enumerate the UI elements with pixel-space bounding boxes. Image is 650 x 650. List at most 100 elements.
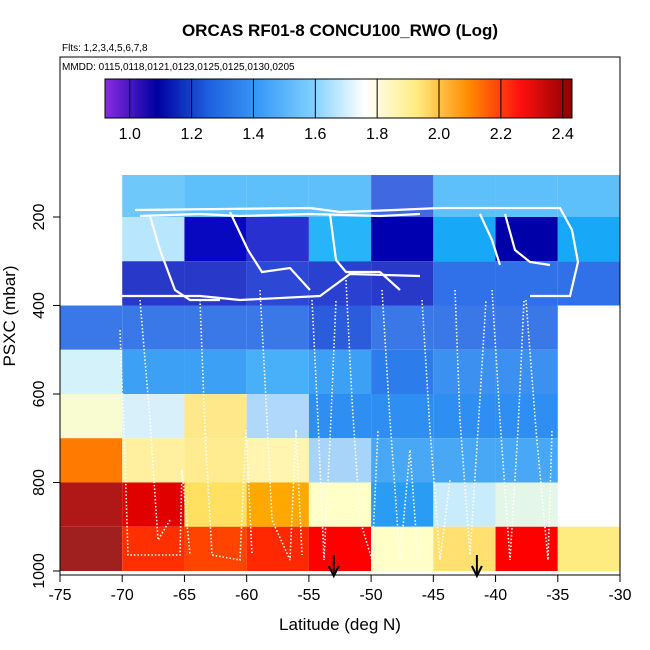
heatmap-cell	[495, 217, 558, 262]
heatmap-cell	[371, 305, 434, 350]
heatmap-cell	[433, 482, 496, 527]
heatmap-cell	[433, 526, 496, 571]
flight-track-dotted	[259, 289, 303, 561]
heatmap-cell	[433, 438, 496, 483]
heatmap-cell	[557, 172, 620, 217]
heatmap-cells	[60, 172, 620, 571]
heatmap-cell	[60, 349, 123, 394]
flight-track-line	[134, 206, 580, 298]
heatmap-cell	[433, 261, 496, 306]
plot-frame	[59, 56, 621, 576]
flight-track-dotted	[345, 279, 379, 561]
heatmap-cell	[184, 482, 247, 527]
heatmap-cell	[495, 482, 558, 527]
colorbar-tick-label: 2.4	[552, 126, 574, 143]
x-tick-label: -70	[111, 587, 134, 604]
y-tick-label: 200	[31, 204, 48, 231]
heatmap-cell	[122, 261, 185, 306]
heatmap-cell	[371, 526, 434, 571]
heatmap-cell	[246, 172, 309, 217]
heatmap-cell	[371, 217, 434, 262]
heatmap-cell	[184, 438, 247, 483]
y-tick-label: 800	[31, 469, 48, 496]
heatmap-cell	[495, 172, 558, 217]
colorbar-tick-label: 1.0	[119, 126, 141, 143]
flights-label: Flts: 1,2,3,4,5,6,7,8	[62, 43, 148, 54]
heatmap-cell	[122, 482, 185, 527]
heatmap-cell	[308, 305, 372, 350]
flight-track-line	[503, 213, 551, 267]
colorbar: 1.0 1.2 1.4 1.6 1.8 2.0 2.2 2.4	[104, 78, 574, 143]
heatmap-cell	[557, 261, 620, 306]
flight-track-dotted	[525, 299, 553, 561]
heatmap-cell	[60, 482, 123, 527]
flight-track-dotted	[491, 289, 525, 561]
flight-track-line	[229, 211, 311, 291]
heatmap-cell	[557, 526, 620, 571]
heatmap-cell	[308, 438, 372, 483]
heatmap-cell	[371, 349, 434, 394]
heatmap-cell	[60, 305, 123, 350]
heatmap-cell	[246, 438, 309, 483]
y-tick-label: 1000	[31, 553, 48, 589]
colorbar-tick-label: 2.2	[490, 126, 512, 143]
x-axis: -75 -70 -65 -60 -55 -50 -45 -40 -35 -30	[48, 575, 632, 604]
heatmap-cell	[495, 261, 558, 306]
heatmap-cell	[122, 305, 185, 350]
heatmap-cell	[246, 349, 309, 394]
x-tick-label: -55	[297, 587, 320, 604]
x-tick-label: -60	[235, 587, 258, 604]
heatmap-cell	[308, 261, 372, 306]
heatmap-cell	[184, 394, 247, 439]
flight-track-line	[479, 213, 502, 266]
heatmap-cell	[495, 438, 558, 483]
flight-tracks	[119, 206, 580, 561]
x-tick-label: -50	[360, 587, 383, 604]
flight-track-line	[139, 212, 421, 218]
flight-track-dotted	[381, 289, 419, 561]
x-tick-label: -30	[608, 587, 631, 604]
colorbar-tick-label: 1.2	[180, 126, 202, 143]
heatmap-cell	[433, 305, 496, 350]
heatmap-cell	[308, 217, 372, 262]
y-axis: 200 400 600 800 1000	[31, 204, 60, 589]
heatmap-cell	[184, 305, 247, 350]
dates-label: MMDD: 0115,0118,0121,0123,0125,0125,0130…	[62, 62, 295, 73]
flight-track-dotted	[454, 289, 487, 556]
x-tick-label: -40	[484, 587, 507, 604]
y-tick-label: 600	[31, 381, 48, 408]
heatmap-cell	[371, 482, 434, 527]
heatmap-cell	[433, 217, 496, 262]
heatmap-cell	[308, 349, 372, 394]
heatmap-cell	[495, 305, 558, 350]
heatmap-cell	[495, 394, 558, 439]
flight-track-line	[328, 213, 401, 291]
heatmap-cell	[371, 438, 434, 483]
x-axis-label: Latitude (deg N)	[279, 615, 401, 634]
heatmap-cell	[122, 349, 185, 394]
heatmap-cell	[122, 394, 185, 439]
x-tick-label: -75	[48, 587, 71, 604]
heatmap-cell	[122, 526, 185, 571]
heatmap-cell	[495, 349, 558, 394]
heatmap-cell	[433, 172, 496, 217]
heatmap-cell	[308, 526, 372, 571]
x-tick-label: -35	[546, 587, 569, 604]
heatmap-cell	[60, 438, 123, 483]
heatmap-cell	[246, 305, 309, 350]
flight-track-line	[120, 272, 421, 302]
heatmap-cell	[246, 482, 309, 527]
heatmap-cell	[246, 526, 309, 571]
heatmap-cell	[184, 526, 247, 571]
heatmap-cell	[246, 217, 309, 262]
heatmap-cell	[433, 349, 496, 394]
heatmap-cell	[433, 394, 496, 439]
heatmap-cell	[246, 394, 309, 439]
colorbar-tick-label: 1.4	[242, 126, 264, 143]
x-tick-label: -65	[173, 587, 196, 604]
chart-title: ORCAS RF01-8 CONCU100_RWO (Log)	[182, 21, 498, 40]
heatmap-cell	[371, 261, 434, 306]
colorbar-tick-label: 2.0	[428, 126, 450, 143]
arrow-markers	[327, 555, 483, 579]
